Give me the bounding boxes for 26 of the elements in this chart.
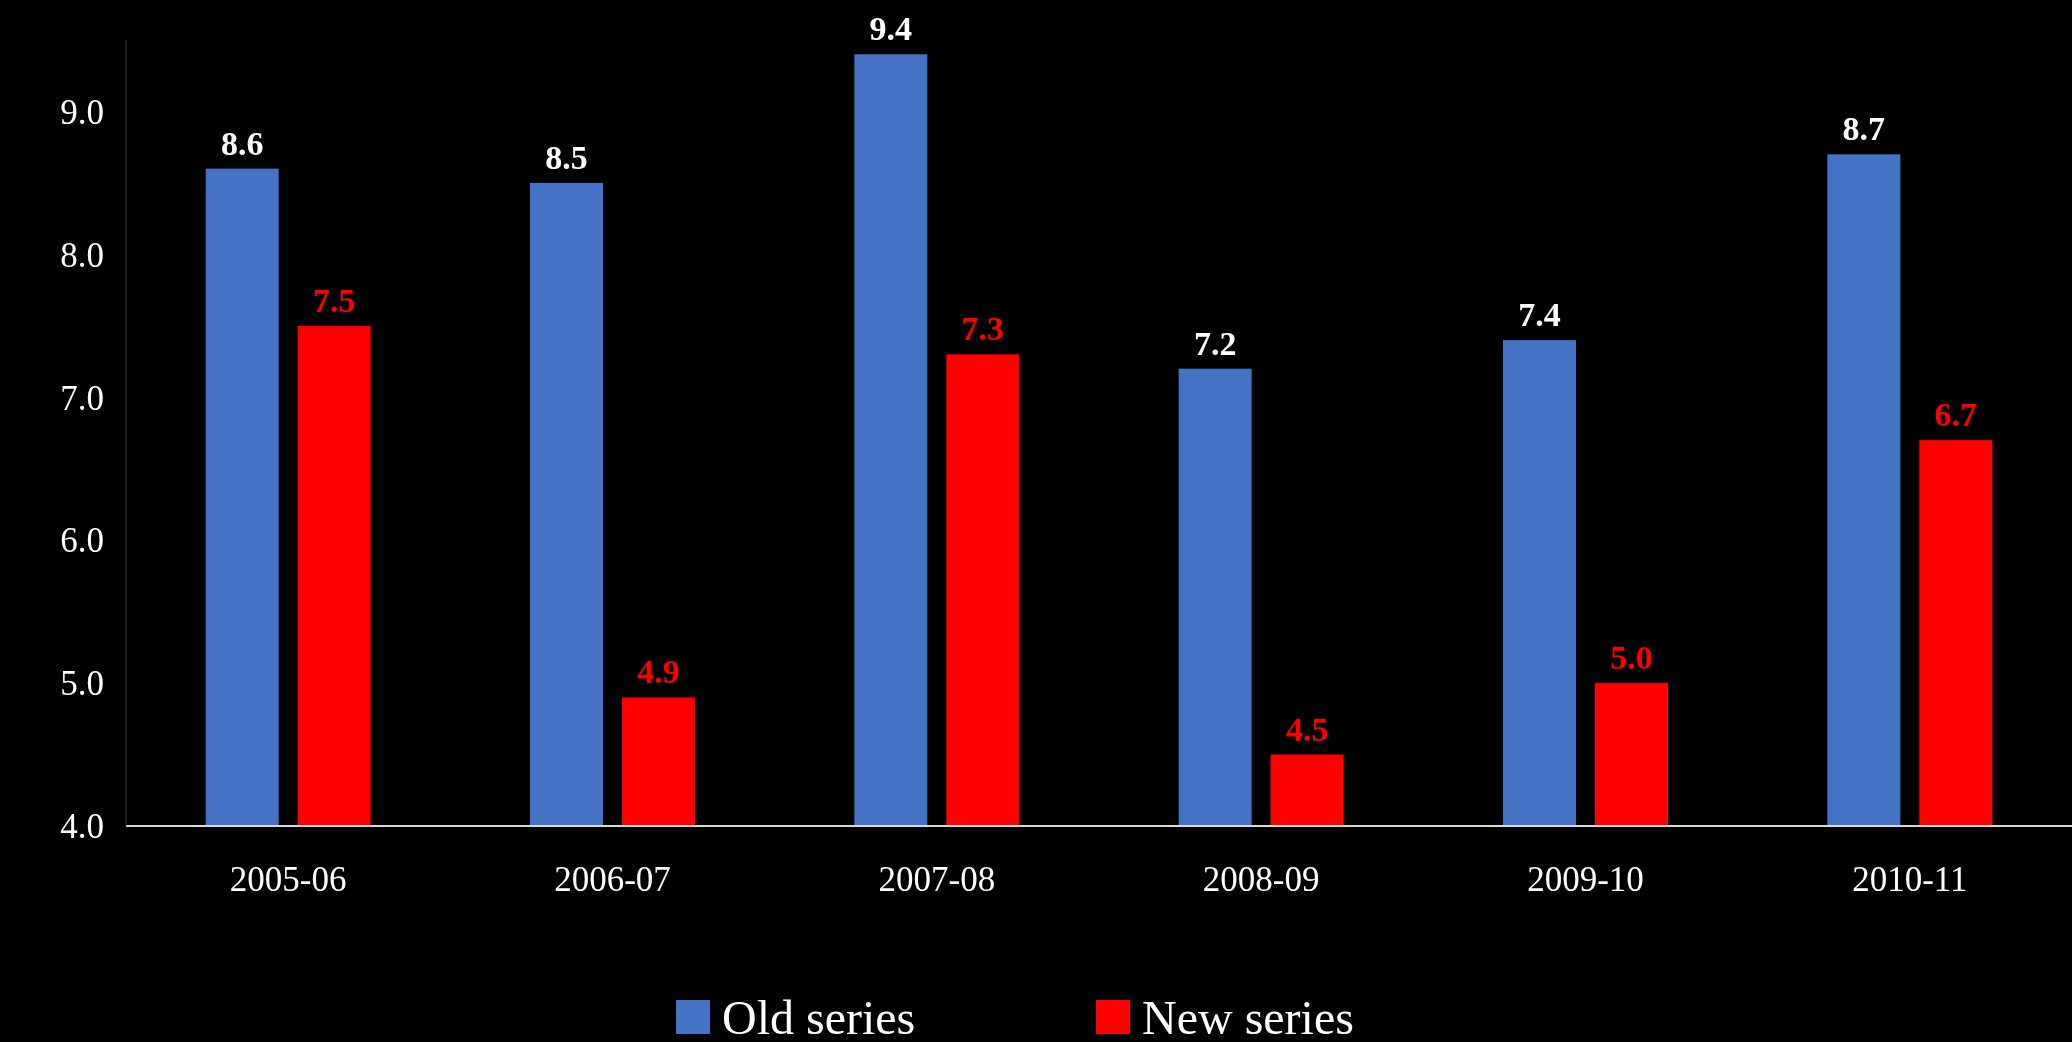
x-tick-label: 2007-08 [878, 860, 996, 900]
y-tick-label: 5.0 [60, 664, 104, 704]
x-tick-label: 2010-11 [1852, 860, 1968, 900]
legend-label: Old series [722, 990, 916, 1042]
data-label: 7.3 [961, 310, 1005, 348]
data-label: 6.7 [1934, 396, 1978, 434]
y-tick-label: 6.0 [60, 521, 104, 561]
legend-label: New series [1142, 990, 1354, 1042]
x-tick-label: 2009-10 [1527, 860, 1644, 900]
y-tick-label: 8.0 [60, 235, 104, 275]
y-tick-label: 7.0 [60, 378, 104, 418]
data-label: 8.7 [1842, 110, 1886, 148]
x-tick-label: 2008-09 [1202, 860, 1320, 900]
data-label: 9.4 [869, 10, 913, 48]
data-label: 4.5 [1285, 710, 1329, 748]
data-label: 7.4 [1518, 296, 1561, 334]
data-label: 8.5 [545, 138, 588, 176]
x-tick-label: 2006-07 [554, 860, 671, 900]
data-label: 8.6 [220, 124, 264, 162]
data-label: 7.2 [1193, 324, 1237, 362]
data-label: 5.0 [1610, 639, 1653, 677]
data-label: 4.9 [637, 653, 680, 691]
data-label: 7.5 [312, 281, 356, 319]
x-tick-label: 2005-06 [229, 860, 347, 900]
y-tick-label: 9.0 [60, 92, 104, 132]
y-tick-label: 4.0 [60, 807, 104, 847]
